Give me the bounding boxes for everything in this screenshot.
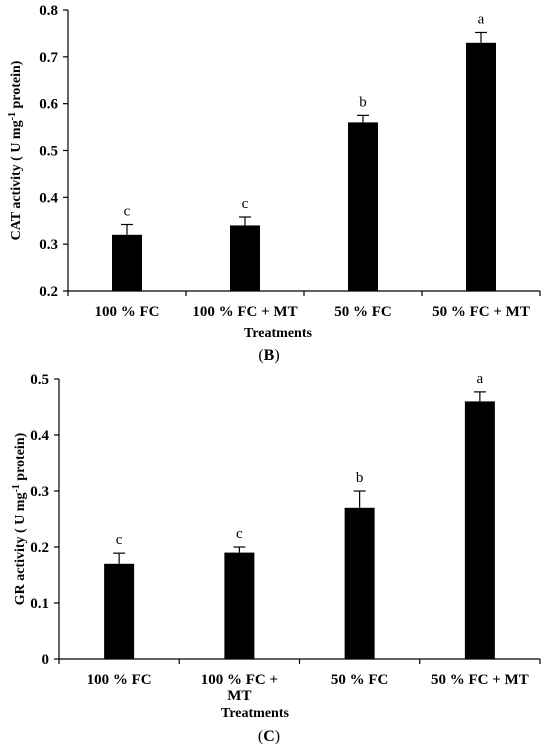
y-tick-label: 0.2 bbox=[39, 284, 58, 300]
chart-gr-activity: 0 0.1 0.2 0.3 0.4 0.5 c 100 % FC c 100 % FC + MT b 5… bbox=[11, 371, 541, 745]
y-tick-label: 0.2 bbox=[30, 540, 49, 556]
x-category-label: 50 % FC bbox=[331, 672, 389, 688]
y-tick-label: 0.4 bbox=[39, 190, 58, 206]
y-axis-label: CAT activity ( U mg-1 protein) bbox=[7, 60, 25, 240]
x-category-label-line: 100 % FC bbox=[87, 672, 152, 688]
x-category-label: 100 % FC bbox=[95, 304, 160, 320]
y-tick-label: 0.8 bbox=[39, 3, 58, 19]
x-category-label-line: 100 % FC + MT bbox=[192, 304, 297, 320]
bar bbox=[224, 552, 255, 659]
y-axis-label-part: protein) bbox=[9, 60, 24, 112]
x-category-label: 50 % FC + MT bbox=[431, 672, 529, 688]
x-category-label: 100 % FC bbox=[87, 672, 152, 688]
y-tick-label: 0.1 bbox=[30, 596, 49, 612]
x-category-label: 100 % FC + MT bbox=[201, 672, 278, 704]
bar bbox=[466, 42, 496, 292]
y-tick-label: 0.5 bbox=[39, 144, 58, 160]
y-axis-label-part: -1 bbox=[11, 484, 22, 492]
significance-letter: c bbox=[116, 532, 123, 548]
panel-label-part: ) bbox=[274, 347, 279, 364]
significance-letter: a bbox=[477, 371, 484, 387]
y-axis-label-part: CAT activity ( U mg bbox=[9, 120, 24, 240]
panel-label-part: B bbox=[264, 347, 275, 364]
significance-letter: c bbox=[236, 526, 243, 542]
bar bbox=[104, 563, 135, 659]
y-tick-label: 0.5 bbox=[30, 372, 49, 388]
panel-label-part: C bbox=[263, 728, 275, 745]
panel-label-part: ) bbox=[275, 728, 280, 745]
y-tick-label: 0.3 bbox=[39, 237, 58, 253]
x-category-label-line: 50 % FC + MT bbox=[432, 304, 530, 320]
x-category-label-line: 50 % FC bbox=[331, 672, 389, 688]
bar bbox=[344, 507, 375, 659]
significance-letter: c bbox=[242, 196, 249, 212]
bar bbox=[230, 225, 260, 291]
panel-label-part: ( bbox=[258, 347, 263, 364]
y-axis-label-part: GR activity ( U mg bbox=[13, 493, 28, 606]
panel-label: (C) bbox=[258, 728, 280, 745]
y-tick-label: 0.3 bbox=[30, 484, 49, 500]
panel-label: (B) bbox=[258, 347, 279, 364]
bar bbox=[348, 122, 378, 292]
y-tick-label: 0.7 bbox=[39, 50, 58, 66]
x-category-label: 50 % FC + MT bbox=[432, 304, 530, 320]
x-category-label-line: 100 % FC + bbox=[201, 672, 278, 688]
significance-letter: c bbox=[124, 203, 131, 219]
x-category-label-line: 50 % FC + MT bbox=[431, 672, 529, 688]
x-category-label-line: 100 % FC bbox=[95, 304, 160, 320]
bar bbox=[112, 234, 142, 291]
significance-letter: b bbox=[356, 470, 364, 486]
x-category-label-line: MT bbox=[227, 688, 251, 704]
bar bbox=[464, 401, 495, 659]
x-axis-label: Treatments bbox=[221, 706, 289, 721]
x-category-label-line: 50 % FC bbox=[334, 304, 392, 320]
y-axis-label-part: protein) bbox=[13, 432, 28, 484]
y-axis-label-part: -1 bbox=[7, 112, 18, 120]
y-tick-label: 0 bbox=[42, 652, 50, 668]
x-axis-label: Treatments bbox=[244, 326, 312, 341]
x-category-label: 100 % FC + MT bbox=[192, 304, 297, 320]
panel-label-part: ( bbox=[258, 728, 263, 745]
x-category-label: 50 % FC bbox=[334, 304, 392, 320]
significance-letter: b bbox=[359, 94, 367, 110]
chart-cat-activity: 0.2 0.3 0.4 0.5 0.6 0.7 0.8 c 100 % FC c 100 % FC … bbox=[7, 3, 541, 364]
significance-letter: a bbox=[478, 11, 485, 27]
y-axis-label: GR activity ( U mg-1 protein) bbox=[11, 432, 29, 605]
y-tick-label: 0.4 bbox=[30, 428, 49, 444]
y-tick-label: 0.6 bbox=[39, 97, 58, 113]
